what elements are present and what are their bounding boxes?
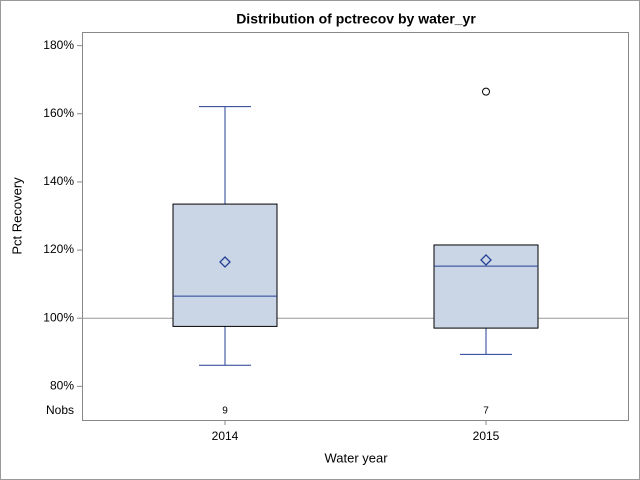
- nobs-value: 9: [222, 406, 228, 417]
- mean-marker: [219, 256, 231, 268]
- nobs-label: Nobs: [46, 403, 74, 417]
- y-tick-label: 80%: [50, 379, 74, 393]
- x-tick-label: 2014: [212, 429, 239, 443]
- box: [433, 244, 539, 329]
- x-tick-label: 2015: [473, 429, 500, 443]
- x-axis-label: Water year: [324, 450, 388, 465]
- y-tick-label: 160%: [43, 106, 74, 120]
- mean-marker: [480, 254, 492, 266]
- y-tick-label: 140%: [43, 174, 74, 188]
- y-tick-label: 120%: [43, 242, 74, 256]
- chart-title: Distribution of pctrecov by water_yr: [236, 11, 476, 27]
- y-axis-label: Pct Recovery: [9, 177, 24, 255]
- nobs-value: 7: [483, 406, 489, 417]
- y-tick-label: 180%: [43, 38, 74, 52]
- y-tick-label: 100%: [43, 310, 74, 324]
- box: [172, 203, 278, 327]
- outlier: [482, 87, 490, 96]
- plot-frame: [82, 32, 629, 421]
